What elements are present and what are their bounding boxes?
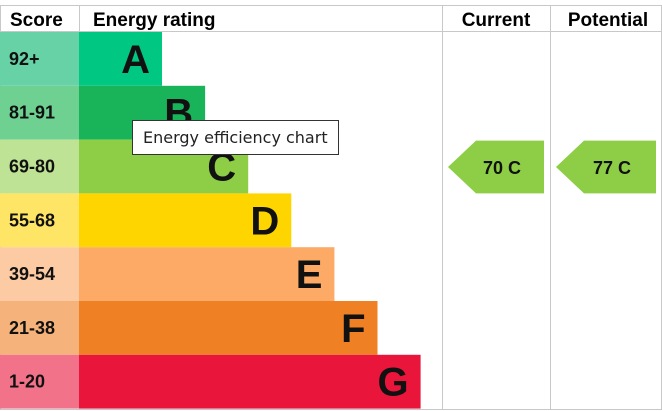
rating-bands: 92+ A81-91 B69-80 C55-68 D39-54 E21-38 F1-20 G xyxy=(0,32,421,409)
band-bar-f xyxy=(79,301,378,355)
score-cell-a xyxy=(0,32,79,86)
potential-arrow xyxy=(556,140,656,194)
current-arrow xyxy=(448,140,544,194)
rating-arrows: 70 C 77 C xyxy=(448,140,656,194)
band-bar-g xyxy=(79,354,421,409)
score-label-a: 92+ xyxy=(9,49,40,69)
score-label-d: 55-68 xyxy=(9,210,55,230)
energy-rating-header: Energy rating xyxy=(93,10,215,31)
score-cell-c xyxy=(0,139,79,194)
band-letter-f: F xyxy=(341,307,365,351)
score-cell-g xyxy=(0,354,79,409)
score-label-b: 81-91 xyxy=(9,103,55,123)
score-cell-f xyxy=(0,301,79,355)
band-bar-a xyxy=(79,32,162,86)
score-label-f: 21-38 xyxy=(9,318,55,338)
band-letter-d: D xyxy=(250,199,279,243)
band-letter-g: G xyxy=(377,361,408,405)
score-cell-e xyxy=(0,247,79,301)
potential-rating-label: 77 C xyxy=(593,158,631,178)
score-label-c: 69-80 xyxy=(9,157,55,177)
band-bar-e xyxy=(79,247,335,301)
score-cell-d xyxy=(0,193,79,248)
score-label-g: 1-20 xyxy=(9,372,45,392)
chart-tooltip: Energy efficiency chart xyxy=(132,120,339,155)
score-header: Score xyxy=(10,10,63,31)
band-letter-a: A xyxy=(121,38,150,82)
band-bar-d xyxy=(79,193,292,248)
current-rating-label: 70 C xyxy=(483,158,521,178)
score-label-e: 39-54 xyxy=(9,264,55,284)
score-cell-b xyxy=(0,85,79,140)
potential-header: Potential xyxy=(568,10,648,31)
band-letter-e: E xyxy=(296,253,323,297)
current-header: Current xyxy=(462,10,531,31)
